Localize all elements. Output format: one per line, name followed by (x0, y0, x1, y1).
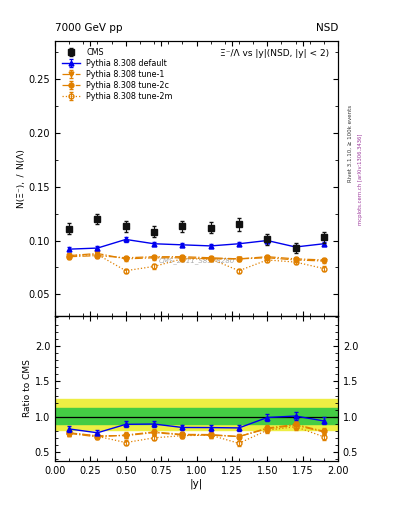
Text: 7000 GeV pp: 7000 GeV pp (55, 23, 123, 33)
Text: Rivet 3.1.10, ≥ 100k events: Rivet 3.1.10, ≥ 100k events (348, 105, 353, 182)
Text: mcplots.cern.ch [arXiv:1306.3436]: mcplots.cern.ch [arXiv:1306.3436] (358, 134, 363, 225)
Y-axis label: N(Ξ⁻), / N(Λ): N(Ξ⁻), / N(Λ) (17, 149, 26, 208)
Y-axis label: Ratio to CMS: Ratio to CMS (23, 359, 32, 417)
Text: Ξ⁻/Λ vs |y|(NSD, |y| < 2): Ξ⁻/Λ vs |y|(NSD, |y| < 2) (220, 49, 329, 58)
Bar (55, 408, 338, 424)
X-axis label: |y|: |y| (190, 478, 203, 489)
Text: NSD: NSD (316, 23, 338, 33)
Legend: CMS, Pythia 8.308 default, Pythia 8.308 tune-1, Pythia 8.308 tune-2c, Pythia 8.3: CMS, Pythia 8.308 default, Pythia 8.308 … (61, 47, 174, 103)
Text: CMS_2011_S8978280: CMS_2011_S8978280 (158, 258, 235, 264)
Bar (55, 399, 338, 430)
